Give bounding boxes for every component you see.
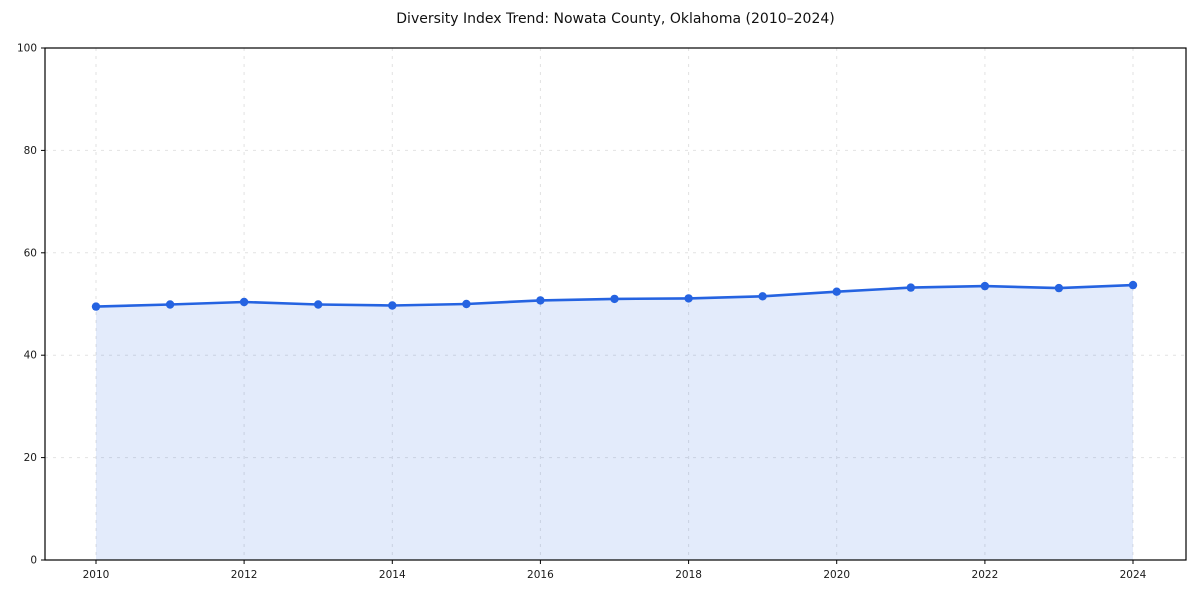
data-point-2015 bbox=[462, 299, 471, 309]
x-tick-label: 2024 bbox=[1120, 569, 1147, 581]
y-tick-label: 80 bbox=[24, 145, 37, 157]
data-point-2013 bbox=[314, 300, 323, 309]
x-tick-label: 2020 bbox=[823, 569, 850, 581]
data-point-2016 bbox=[536, 296, 545, 305]
y-tick-label: 20 bbox=[24, 452, 37, 464]
y-tick-label: 100 bbox=[17, 43, 37, 55]
data-point-2011 bbox=[165, 300, 175, 309]
data-point-2023 bbox=[1054, 283, 1064, 293]
y-tick-label: 40 bbox=[24, 350, 37, 362]
data-point-2024 bbox=[1128, 280, 1138, 290]
plot-border bbox=[44, 47, 1187, 561]
data-point-2022 bbox=[980, 281, 990, 291]
data-point-2014 bbox=[388, 301, 397, 310]
x-tick-label: 2018 bbox=[675, 569, 702, 581]
x-tick-label: 2010 bbox=[83, 569, 110, 581]
data-point-2020 bbox=[832, 287, 841, 296]
data-point-2010 bbox=[91, 302, 101, 311]
x-tick-label: 2012 bbox=[231, 569, 258, 581]
data-point-2012 bbox=[239, 297, 249, 307]
y-tick-label: 60 bbox=[24, 247, 37, 259]
area-fill bbox=[96, 285, 1133, 560]
y-tick-label: 0 bbox=[30, 555, 37, 567]
data-point-2017 bbox=[610, 294, 619, 304]
data-point-2021 bbox=[906, 283, 915, 292]
x-tick-label: 2016 bbox=[527, 569, 554, 581]
data-point-2018 bbox=[684, 294, 693, 303]
chart-title: Diversity Index Trend: Nowata County, Ok… bbox=[396, 11, 835, 27]
data-point-2019 bbox=[758, 292, 767, 301]
x-tick-label: 2022 bbox=[972, 569, 999, 581]
x-tick-label: 2014 bbox=[379, 569, 406, 581]
